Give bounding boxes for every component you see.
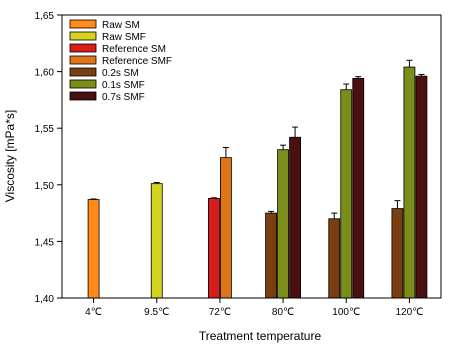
legend-label: Reference SMF xyxy=(102,56,172,67)
legend-label: 0.2s SM xyxy=(102,68,139,79)
bar xyxy=(289,136,301,299)
legend-swatch xyxy=(69,55,97,65)
y-tick-label: 1,50 xyxy=(35,181,55,192)
legend-label: Reference SM xyxy=(102,44,166,55)
y-tick-label: 1,65 xyxy=(35,11,55,22)
legend-label: Raw SM xyxy=(102,20,140,31)
legend-label: 0.7s SMF xyxy=(102,92,145,103)
legend-swatch xyxy=(69,91,97,101)
bar xyxy=(265,212,277,299)
bar xyxy=(208,197,220,299)
y-tick-label: 1,40 xyxy=(35,294,55,305)
legend-label: Raw SMF xyxy=(102,32,146,43)
x-tick-label: 120℃ xyxy=(395,307,423,318)
legend-swatch xyxy=(69,31,97,41)
x-tick-label: 80℃ xyxy=(272,307,294,318)
x-tick-label: 9.5℃ xyxy=(144,307,169,318)
legend-swatch xyxy=(69,19,97,29)
bar xyxy=(328,218,341,299)
bar xyxy=(352,77,365,299)
legend-label: 0.1s SMF xyxy=(102,80,145,91)
legend-swatch xyxy=(69,67,97,77)
y-tick-label: 1,60 xyxy=(35,68,55,79)
y-tick-label: 1,45 xyxy=(35,237,55,248)
bar xyxy=(415,75,428,299)
x-tick-label: 100℃ xyxy=(332,307,360,318)
y-axis-label: Viscosity [mPa*s] xyxy=(3,110,17,202)
bar xyxy=(277,149,289,299)
x-tick-label: 4℃ xyxy=(85,307,102,318)
legend-swatch xyxy=(69,43,97,53)
bar xyxy=(391,208,404,299)
bar xyxy=(403,66,416,299)
bar xyxy=(340,89,353,299)
bar xyxy=(87,199,100,299)
plot-frame xyxy=(61,14,442,299)
x-axis-label: Treatment temperature xyxy=(199,329,322,343)
bar xyxy=(150,183,163,299)
x-tick-label: 72℃ xyxy=(209,307,231,318)
legend-swatch xyxy=(69,79,97,89)
y-tick-label: 1,55 xyxy=(35,124,55,135)
bar xyxy=(220,157,232,299)
